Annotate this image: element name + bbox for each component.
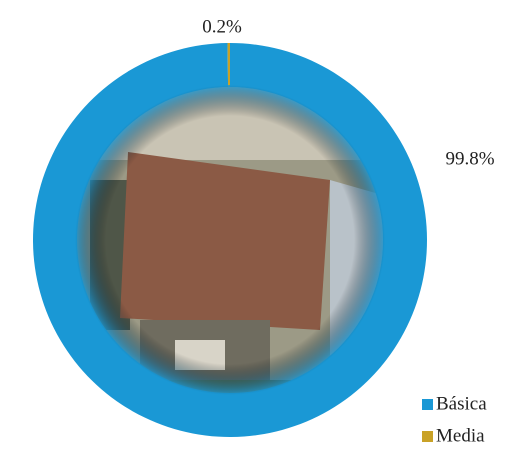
value-label: 0.2% (202, 16, 242, 37)
value-label: 99.8% (445, 148, 494, 169)
photo-fade (75, 85, 385, 395)
legend-swatch (422, 431, 433, 442)
slice (227, 43, 230, 91)
legend-label: Media (436, 425, 485, 446)
legend-label: Básica (436, 393, 487, 414)
legend-swatch (422, 399, 433, 410)
